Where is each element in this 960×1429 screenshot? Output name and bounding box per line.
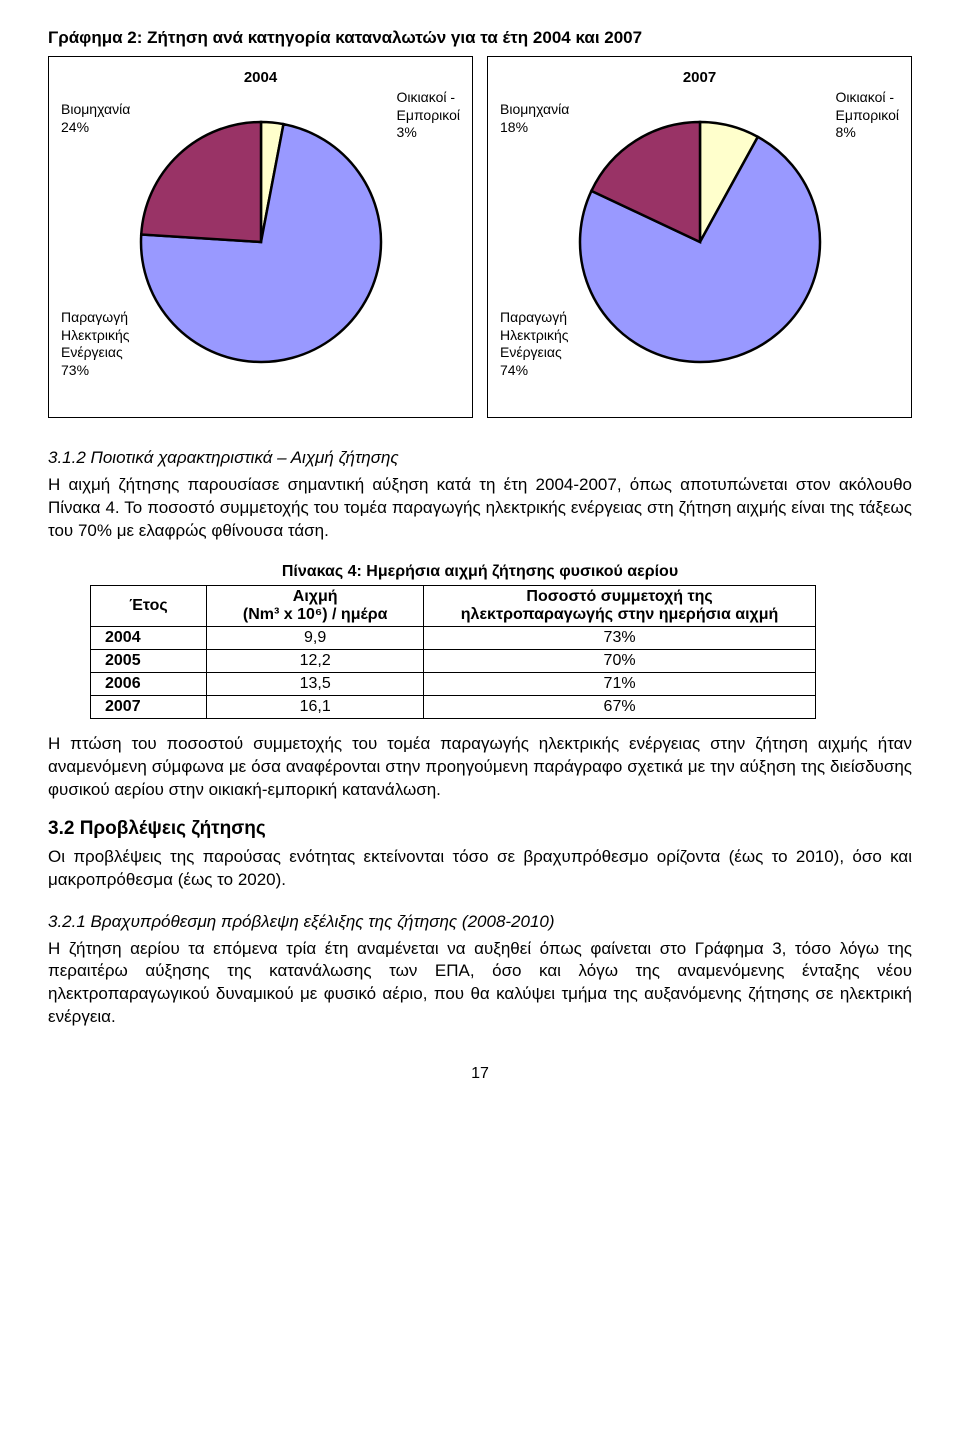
cell-share: 73% [424,626,815,649]
table4-caption: Πίνακας 4: Ημερήσια αιχμή ζήτησης φυσικο… [48,563,912,581]
page-number: 17 [48,1065,912,1083]
chart-title: Γράφημα 2: Ζήτηση ανά κατηγορία καταναλω… [48,28,912,48]
label-residential-2007: Οικιακοί -Εμπορικοί8% [836,89,899,142]
cell-share: 67% [424,695,815,718]
cell-year: 2007 [91,695,207,718]
label-power-2007: ΠαραγωγήΗλεκτρικήςΕνέργειας74% [500,309,569,379]
label-residential-2004: Οικιακοί -Εμπορικοί3% [397,89,460,142]
cell-peak: 13,5 [206,672,423,695]
cell-share: 70% [424,649,815,672]
paragraph-2: Η πτώση του ποσοστού συμμετοχής του τομέ… [48,733,912,802]
label-industry-2004: Βιομηχανία24% [61,101,130,136]
table4-col-share: Ποσοστό συμμετοχή της ηλεκτροπαραγωγής σ… [424,585,815,626]
cell-year: 2006 [91,672,207,695]
year-label-2004: 2004 [244,69,277,86]
cell-peak: 12,2 [206,649,423,672]
section-3-2-heading: 3.2 Προβλέψεις ζήτησης [48,818,912,840]
chart-2004: 2004 Βιομηχανία24% Οικιακοί -Εμπορικοί3%… [48,56,473,418]
cell-year: 2005 [91,649,207,672]
table-row: 20049,973% [91,626,816,649]
cell-peak: 16,1 [206,695,423,718]
table4-col-share-l2: ηλεκτροπαραγωγής στην ημερήσια αιχμή [461,606,779,623]
table4-col-peak-l1: Αιχμή [293,588,338,605]
label-power-2004: ΠαραγωγήΗλεκτρικήςΕνέργειας73% [61,309,130,379]
paragraph-3: Οι προβλέψεις της παρούσας ενότητας εκτε… [48,846,912,892]
chart-2007: 2007 Βιομηχανία18% Οικιακοί -Εμπορικοί8%… [487,56,912,418]
table4-col-peak-l2: (Nm³ x 10⁶) / ημέρα [243,606,388,623]
paragraph-1: Η αιχμή ζήτησης παρουσίασε σημαντική αύξ… [48,474,912,543]
table-row: 200512,270% [91,649,816,672]
paragraph-4: Η ζήτηση αερίου τα επόμενα τρία έτη αναμ… [48,938,912,1030]
table4-col-year: Έτος [91,585,207,626]
table4-col-peak: Αιχμή (Nm³ x 10⁶) / ημέρα [206,585,423,626]
pie-2004 [136,117,386,367]
year-label-2007: 2007 [683,69,716,86]
section-3-2-1-heading: 3.2.1 Βραχυπρόθεσμη πρόβλεψη εξέλιξης τη… [48,912,912,932]
table4: Έτος Αιχμή (Nm³ x 10⁶) / ημέρα Ποσοστό σ… [90,585,816,719]
section-3-1-2-heading: 3.1.2 Ποιοτικά χαρακτηριστικά – Αιχμή ζή… [48,448,912,468]
table4-col-share-l1: Ποσοστό συμμετοχή της [526,588,712,605]
table-row: 200613,571% [91,672,816,695]
cell-year: 2004 [91,626,207,649]
cell-peak: 9,9 [206,626,423,649]
cell-share: 71% [424,672,815,695]
charts-row: 2004 Βιομηχανία24% Οικιακοί -Εμπορικοί3%… [48,56,912,418]
pie-2007 [575,117,825,367]
label-industry-2007: Βιομηχανία18% [500,101,569,136]
table-row: 200716,167% [91,695,816,718]
